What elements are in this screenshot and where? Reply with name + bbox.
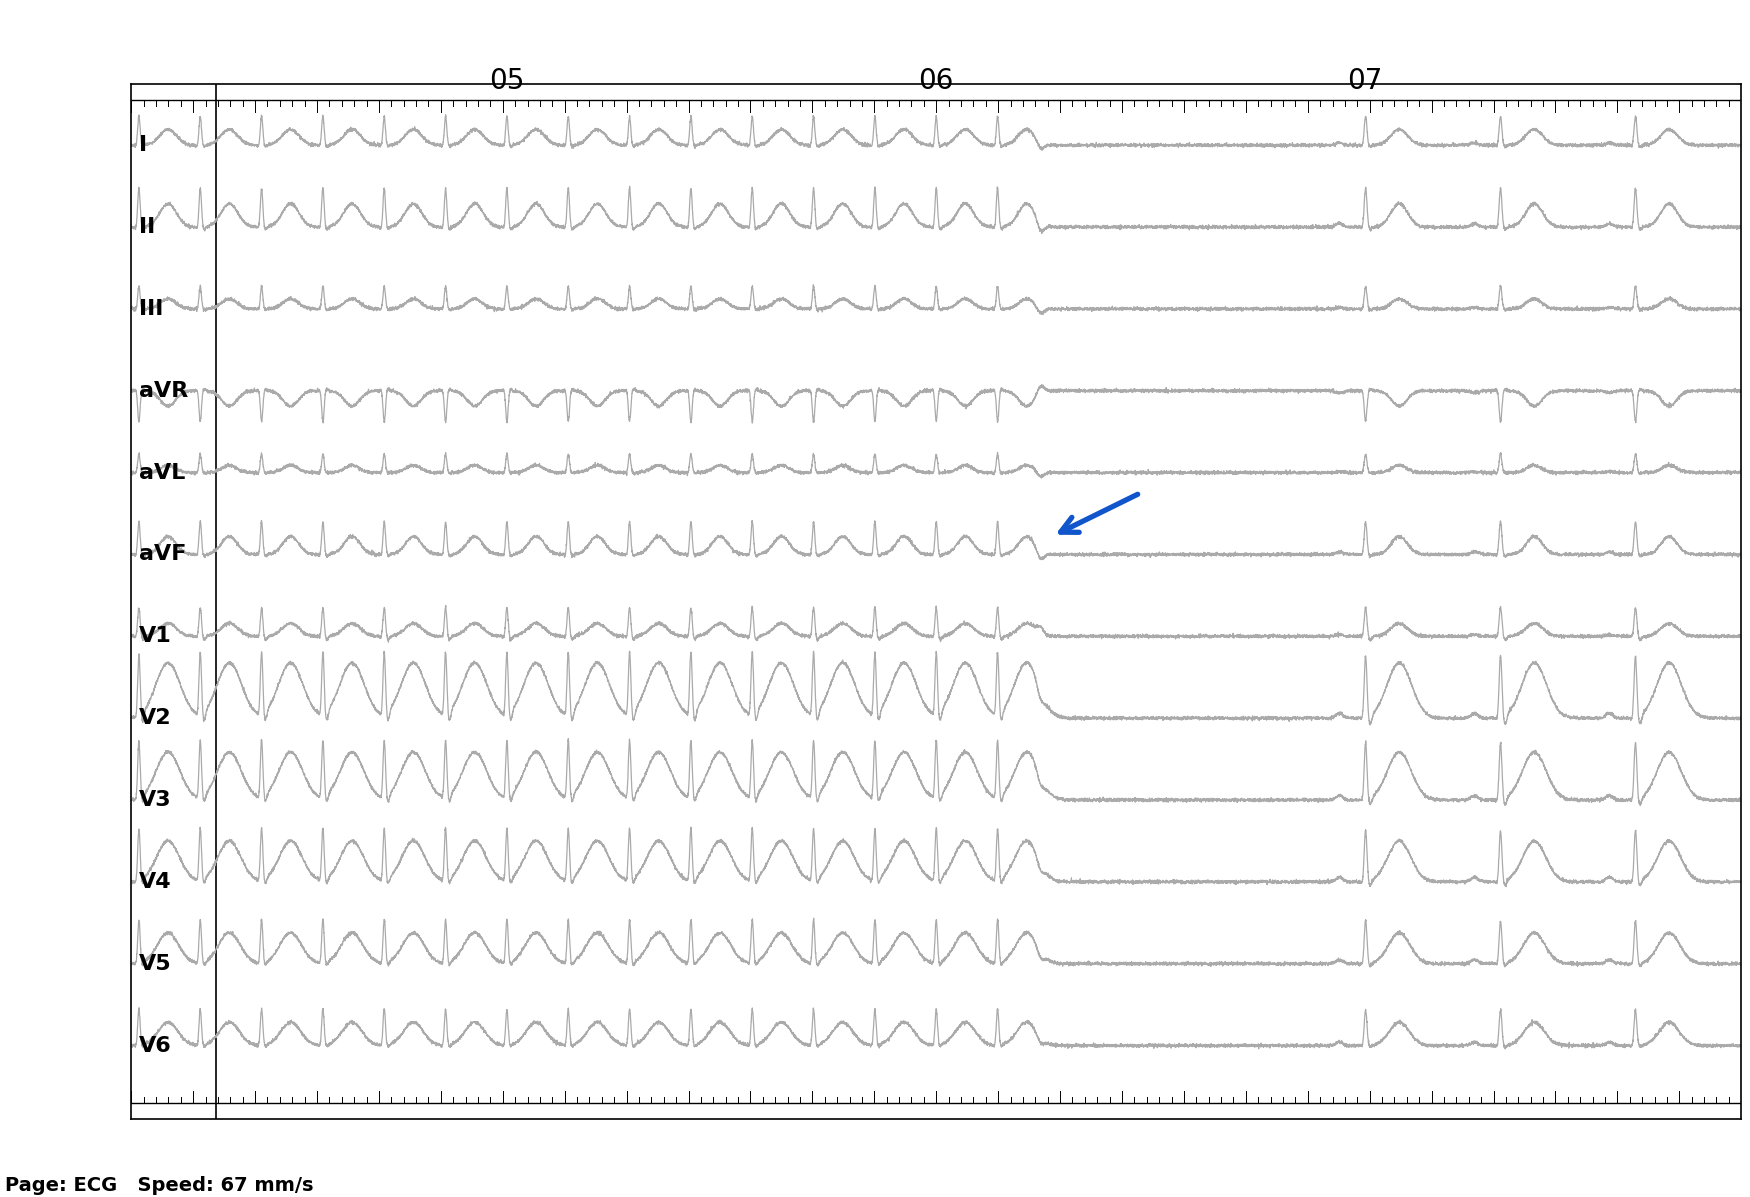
Text: V1: V1 (140, 626, 172, 646)
Text: Page: ECG   Speed: 67 mm/s: Page: ECG Speed: 67 mm/s (5, 1175, 313, 1195)
Text: I: I (140, 135, 147, 156)
Text: V2: V2 (140, 709, 172, 728)
Text: II: II (140, 217, 156, 237)
Text: 05: 05 (488, 67, 523, 96)
Text: V5: V5 (140, 954, 172, 973)
Text: aVR: aVR (140, 381, 189, 401)
Text: III: III (140, 299, 164, 318)
Text: V4: V4 (140, 871, 172, 892)
Text: 06: 06 (919, 67, 954, 96)
Text: 07: 07 (1348, 67, 1382, 96)
Text: V6: V6 (140, 1035, 172, 1056)
Text: V3: V3 (140, 790, 172, 810)
Text: aVF: aVF (140, 545, 187, 565)
Text: aVL: aVL (140, 462, 186, 482)
